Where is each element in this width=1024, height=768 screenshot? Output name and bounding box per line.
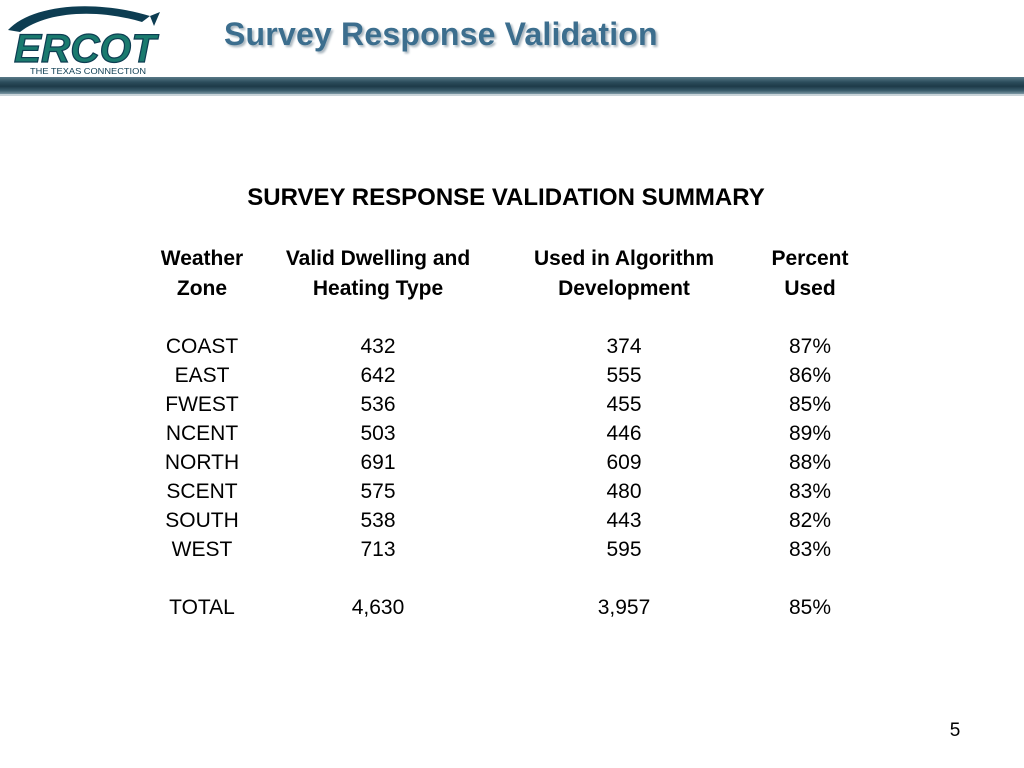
- percent-cell: 87%: [788, 335, 832, 358]
- percent-cell: 83%: [788, 480, 832, 503]
- used-cell: 480: [606, 480, 642, 503]
- zone-cell: NORTH: [164, 451, 240, 474]
- used-cell: 443: [606, 509, 642, 532]
- column-header-zone-line2: Zone: [176, 277, 228, 300]
- valid-cell: 432: [360, 335, 396, 358]
- valid-cell: 503: [360, 422, 396, 445]
- zone-cell: NCENT: [165, 422, 239, 445]
- percent-cell: 86%: [788, 364, 832, 387]
- column-header-used-line2: Development: [558, 277, 690, 300]
- table-title: SURVEY RESPONSE VALIDATION SUMMARY: [247, 184, 765, 211]
- percent-cell: 82%: [788, 509, 832, 532]
- used-cell: 595: [606, 538, 642, 561]
- column-header-zone-line1: Weather: [160, 247, 244, 270]
- valid-cell: 642: [360, 364, 396, 387]
- used-cell: 555: [606, 364, 642, 387]
- column-header-percent-line2: Used: [784, 277, 836, 300]
- slide-title: Survey Response Validation: [224, 16, 658, 52]
- used-cell: 374: [606, 335, 642, 358]
- svg-text:ERCOT: ERCOT: [14, 27, 160, 71]
- page-number: 5: [949, 720, 961, 741]
- column-header-used-line1: Used in Algorithm: [533, 247, 715, 270]
- used-cell: 455: [606, 393, 642, 416]
- valid-cell: 536: [360, 393, 396, 416]
- total-used: 3,957: [597, 596, 651, 619]
- column-header-percent-line1: Percent: [771, 247, 849, 270]
- used-cell: 446: [606, 422, 642, 445]
- percent-cell: 89%: [788, 422, 832, 445]
- zone-cell: FWEST: [165, 393, 239, 416]
- valid-cell: 538: [360, 509, 396, 532]
- total-label: TOTAL: [169, 596, 235, 619]
- percent-cell: 88%: [788, 451, 832, 474]
- ercot-logo: ERCOT THE TEXAS CONNECTION: [0, 0, 160, 78]
- total-percent: 85%: [788, 596, 832, 619]
- header-divider-bar: [0, 77, 1024, 96]
- valid-cell: 713: [360, 538, 396, 561]
- column-header-valid-line1: Valid Dwelling and: [285, 247, 471, 270]
- valid-cell: 691: [360, 451, 396, 474]
- zone-cell: SCENT: [166, 480, 238, 503]
- used-cell: 609: [606, 451, 642, 474]
- valid-cell: 575: [360, 480, 396, 503]
- percent-cell: 85%: [788, 393, 832, 416]
- svg-text:THE TEXAS CONNECTION: THE TEXAS CONNECTION: [30, 66, 146, 76]
- zone-cell: EAST: [174, 364, 230, 387]
- zone-cell: COAST: [165, 335, 239, 358]
- zone-cell: WEST: [171, 538, 233, 561]
- zone-cell: SOUTH: [165, 509, 239, 532]
- percent-cell: 83%: [788, 538, 832, 561]
- column-header-valid-line2: Heating Type: [312, 277, 444, 300]
- total-valid: 4,630: [351, 596, 405, 619]
